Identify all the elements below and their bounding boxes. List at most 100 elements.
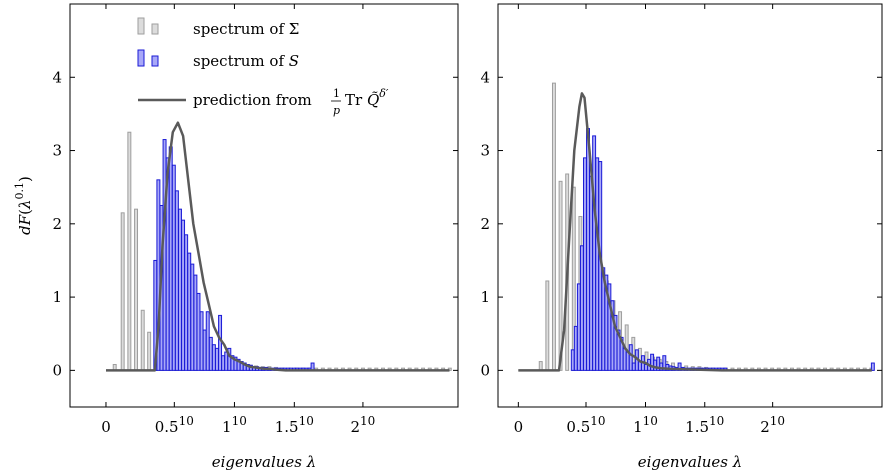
- x-tick-exponent: 10: [643, 414, 658, 428]
- bar-spectrum-sigma: [545, 280, 550, 371]
- x-tick-label: 110: [222, 414, 247, 436]
- bar-spectrum-s: [653, 359, 658, 371]
- bar-spectrum-sigma: [120, 212, 125, 371]
- bar-spectrum-s: [168, 146, 173, 371]
- bar-spectrum-s: [190, 263, 195, 371]
- legend-label-sigma: spectrum of Σ: [193, 20, 299, 38]
- legend-label-prediction-math: 1 p Tr Q̃δ′: [333, 87, 389, 117]
- bar-spectrum-sigma: [147, 331, 152, 371]
- y-label-paren: (: [16, 209, 34, 215]
- x-tick-exponent: 10: [770, 414, 785, 428]
- plot-frame: [69, 3, 459, 408]
- bar-spectrum-s: [171, 164, 176, 371]
- bar-spectrum-s: [215, 347, 219, 371]
- x-tick-base: 2: [760, 418, 770, 436]
- x-tick-label: 1.510: [275, 414, 314, 436]
- exp-delta: δ′: [379, 87, 389, 100]
- legend-swatch-sigma: [151, 23, 159, 35]
- bar-spectrum-sigma: [558, 180, 563, 371]
- x-tick-base: 0.5: [566, 418, 590, 436]
- x-tick-base: 0: [514, 418, 524, 436]
- bar-spectrum-s: [595, 157, 600, 371]
- y-label-func: dF: [16, 214, 34, 235]
- y-tick-label: 0: [480, 361, 490, 379]
- bar-spectrum-s: [174, 190, 179, 371]
- y-tick-label: 2: [480, 215, 490, 233]
- y-label-paren: ): [16, 176, 34, 182]
- bar-spectrum-s: [193, 274, 198, 371]
- bar-spectrum-s: [205, 311, 210, 371]
- bar-spectrum-sigma: [134, 208, 139, 371]
- prediction-line: [518, 92, 872, 372]
- bar-spectrum-s: [586, 128, 590, 371]
- bar-spectrum-sigma: [127, 131, 132, 371]
- bar-spectrum-sigma: [140, 309, 145, 371]
- y-tick-label: 4: [480, 68, 490, 86]
- bar-spectrum-s: [622, 347, 627, 371]
- x-tick-label: 0.510: [566, 414, 605, 436]
- legend-label-s-math: S: [289, 52, 299, 70]
- bar-spectrum-s: [187, 252, 192, 371]
- bar-spectrum-s: [592, 135, 597, 371]
- y-tick-label: 0: [52, 361, 62, 379]
- x-tick-base: 1.5: [685, 418, 709, 436]
- x-tick-exponent: 10: [179, 414, 194, 428]
- q-tilde: Q̃: [367, 91, 379, 109]
- y-label-var: λ: [16, 199, 34, 210]
- bar-spectrum-s: [218, 314, 223, 371]
- x-tick-base: 1: [633, 418, 643, 436]
- legend-label-s-text: spectrum of: [193, 52, 289, 70]
- bar-spectrum-sigma: [551, 82, 556, 371]
- x-tick-label: 210: [760, 414, 785, 436]
- y-tick-label: 1: [480, 288, 490, 306]
- legend-label-s: spectrum of S: [193, 52, 299, 70]
- frac-den: p: [333, 104, 340, 117]
- y-tick-label: 3: [480, 142, 490, 160]
- x-tick-exponent: 10: [590, 414, 605, 428]
- bar-spectrum-s: [628, 344, 633, 371]
- bar-spectrum-s: [570, 349, 575, 371]
- x-tick-base: 0: [101, 418, 111, 436]
- y-tick-label: 4: [52, 68, 62, 86]
- y-label-exp: 0.1: [13, 182, 26, 200]
- y-tick-label: 3: [52, 142, 62, 160]
- bar-spectrum-s: [202, 329, 207, 371]
- x-tick-exponent: 10: [360, 414, 375, 428]
- prediction-line: [106, 121, 450, 372]
- bar-spectrum-s: [199, 311, 204, 371]
- x-tick-label: 110: [633, 414, 658, 436]
- bar-spectrum-s: [870, 362, 875, 371]
- x-tick-label: 210: [351, 414, 376, 436]
- x-axis-label: eigenvalues λ: [638, 453, 743, 471]
- x-tick-label: 0.510: [155, 414, 194, 436]
- legend-swatch-sigma: [137, 17, 145, 35]
- x-tick-label: 0: [514, 418, 524, 436]
- bar-spectrum-s: [583, 157, 587, 371]
- bar-spectrum-s: [579, 245, 584, 371]
- bar-spectrum-s: [177, 208, 182, 371]
- bar-spectrum-s: [224, 351, 229, 371]
- x-axis-label: eigenvalues λ: [212, 453, 317, 471]
- bar-spectrum-s: [162, 139, 167, 371]
- trace-op: Tr: [345, 91, 367, 109]
- x-tick-exponent: 10: [232, 414, 247, 428]
- bar-spectrum-s: [625, 351, 630, 371]
- bar-spectrum-s: [196, 292, 201, 371]
- x-tick-base: 1: [222, 418, 232, 436]
- y-tick-label: 2: [52, 215, 62, 233]
- x-tick-label: 1.510: [685, 414, 724, 436]
- y-axis-label: dF(λ0.1): [13, 176, 34, 235]
- x-tick-exponent: 10: [299, 414, 314, 428]
- legend-label-prediction-text: prediction from: [193, 91, 312, 109]
- legend-swatch-s: [137, 49, 145, 67]
- plot-frame: [497, 3, 883, 408]
- x-tick-base: 2: [351, 418, 361, 436]
- bar-spectrum-s: [211, 344, 216, 371]
- bar-spectrum-s: [644, 364, 648, 371]
- x-tick-label: 0: [101, 418, 111, 436]
- legend-swatch-s: [151, 55, 159, 67]
